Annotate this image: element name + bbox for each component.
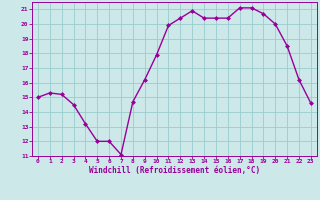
- X-axis label: Windchill (Refroidissement éolien,°C): Windchill (Refroidissement éolien,°C): [89, 166, 260, 175]
